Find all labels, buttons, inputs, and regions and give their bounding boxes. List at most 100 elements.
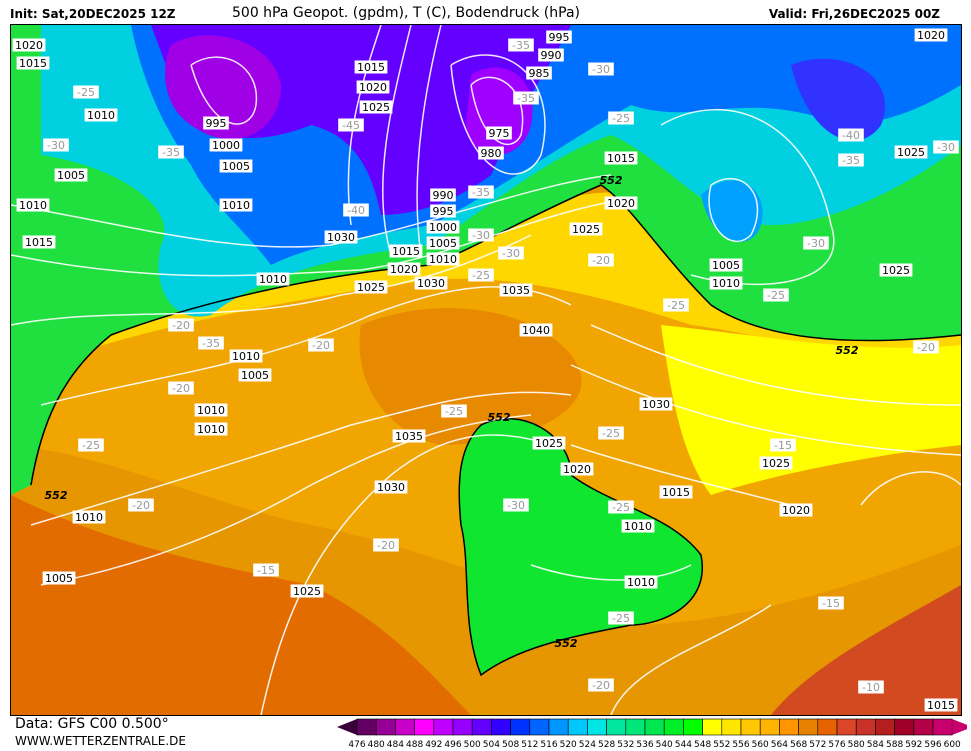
pressure-label-bg bbox=[532, 436, 566, 450]
pressure-label: 1015 bbox=[19, 57, 47, 70]
temperature-label: -30 bbox=[807, 237, 825, 250]
temperature-label-bg bbox=[913, 340, 939, 354]
temperature-label: -35 bbox=[512, 39, 530, 52]
pressure-label: 1025 bbox=[762, 457, 790, 470]
temperature-label-bg bbox=[468, 268, 494, 282]
temperature-label: -20 bbox=[172, 382, 190, 395]
pressure-label-bg bbox=[709, 276, 743, 290]
temperature-label: -20 bbox=[592, 254, 610, 267]
temperature-label: -20 bbox=[377, 539, 395, 552]
pressure-label-bg bbox=[42, 571, 76, 585]
pressure-label: 1010 bbox=[259, 273, 287, 286]
pressure-label-bg bbox=[392, 429, 426, 443]
colorbar-swatch bbox=[683, 718, 703, 736]
isobars bbox=[11, 25, 961, 715]
pressure-label-bg bbox=[914, 28, 948, 42]
pressure-label-bg bbox=[538, 48, 564, 62]
temperature-label-bg bbox=[503, 498, 529, 512]
pressure-label: 1020 bbox=[390, 263, 418, 276]
temperature-label-bg bbox=[78, 438, 104, 452]
colorbar-swatch bbox=[913, 718, 934, 736]
pressure-label-bg bbox=[759, 456, 793, 470]
colorbar-tick-label: 580 bbox=[848, 740, 865, 750]
temperature-label: -40 bbox=[347, 204, 365, 217]
temperature-label: -35 bbox=[202, 337, 220, 350]
colorbar-tick-label: 584 bbox=[867, 740, 884, 750]
pressure-label-bg bbox=[604, 151, 638, 165]
colorbar-tick-label: 496 bbox=[444, 740, 461, 750]
colorbar-swatch bbox=[759, 718, 780, 736]
colorbar-tick-label: 476 bbox=[348, 740, 365, 750]
temperature-label-bg bbox=[43, 138, 69, 152]
temperature-label-bg bbox=[933, 140, 959, 154]
temperature-label-bg bbox=[608, 111, 634, 125]
colorbar-tick-label: 488 bbox=[406, 740, 423, 750]
contour-552-label: 552 bbox=[836, 344, 859, 357]
temperature-label-bg bbox=[588, 62, 614, 76]
init-time: Init: Sat,20DEC2025 12Z bbox=[10, 7, 176, 21]
colorbar-tick-label: 548 bbox=[694, 740, 711, 750]
colorbar-swatch bbox=[452, 718, 473, 736]
website: WWW.WETTERZENTRALE.DE bbox=[15, 734, 186, 748]
colorbar-tick-label: 500 bbox=[464, 740, 481, 750]
temperature-label-bg bbox=[588, 253, 614, 267]
pressure-label: 1030 bbox=[642, 398, 670, 411]
pressure-label: 1020 bbox=[917, 29, 945, 42]
colorbar-tick-label: 556 bbox=[732, 740, 749, 750]
pressure-label-bg bbox=[387, 262, 421, 276]
temperature-label-bg bbox=[663, 298, 689, 312]
contour-552-label: 552 bbox=[488, 411, 511, 424]
colorbar-tick-label: 512 bbox=[521, 740, 538, 750]
temperature-label-bg bbox=[588, 678, 614, 692]
data-source: Data: GFS C00 0.500° bbox=[15, 716, 169, 732]
temperature-label-bg bbox=[598, 426, 624, 440]
pressure-label-bg bbox=[499, 283, 533, 297]
colorbar-tick-label: 484 bbox=[387, 740, 404, 750]
colorbar-swatch bbox=[529, 718, 550, 736]
valid-time: Valid: Fri,26DEC2025 00Z bbox=[768, 7, 940, 21]
pressure-label: 1020 bbox=[782, 504, 810, 517]
colorbar-tick-label: 540 bbox=[656, 740, 673, 750]
pressure-label: 1010 bbox=[232, 350, 260, 363]
temperature-label: -20 bbox=[312, 339, 330, 352]
temperature-label-bg bbox=[818, 596, 844, 610]
pressure-label: 1020 bbox=[607, 197, 635, 210]
colorbar-tick-label: 516 bbox=[540, 740, 557, 750]
pressure-label-bg bbox=[894, 145, 928, 159]
pressure-label: 1010 bbox=[19, 199, 47, 212]
temperature-label: -20 bbox=[132, 499, 150, 512]
pressure-label-bg bbox=[238, 368, 272, 382]
pressure-label-bg bbox=[229, 349, 263, 363]
pressure-label-bg bbox=[290, 584, 324, 598]
temperature-label-bg bbox=[168, 318, 194, 332]
pressure-label: 1005 bbox=[712, 259, 740, 272]
pressure-label-bg bbox=[560, 462, 594, 476]
colorbar-swatch bbox=[875, 718, 895, 736]
pressure-label: 995 bbox=[433, 205, 454, 218]
colorbar-swatch bbox=[740, 718, 761, 736]
temperature-label: -10 bbox=[862, 681, 880, 694]
colorbar-tick-label: 528 bbox=[598, 740, 615, 750]
region-red-southeast bbox=[771, 585, 961, 715]
temperature-label-bg bbox=[308, 338, 334, 352]
temperature-label-bg bbox=[608, 611, 634, 625]
temperature-label-bg bbox=[373, 538, 399, 552]
colorbar-swatch bbox=[625, 718, 646, 736]
map-title: 500 hPa Geopot. (gpdm), T (C), Bodendruc… bbox=[232, 5, 580, 21]
temperature-label-bg bbox=[168, 381, 194, 395]
pressure-label-bg bbox=[526, 66, 552, 80]
colorbar-tick-label: 536 bbox=[636, 740, 653, 750]
pressure-label-bg bbox=[12, 38, 46, 52]
temperature-label: -35 bbox=[162, 146, 180, 159]
temperature-label: -25 bbox=[667, 299, 685, 312]
temperature-label: -25 bbox=[612, 112, 630, 125]
pressure-label: 1025 bbox=[572, 223, 600, 236]
colorbar-swatch bbox=[471, 718, 492, 736]
pressure-label-bg bbox=[478, 146, 504, 160]
pressure-label: 1025 bbox=[362, 101, 390, 114]
pressure-label-bg bbox=[604, 196, 638, 210]
colorbar-tick-label: 564 bbox=[771, 740, 788, 750]
pressure-label: 1015 bbox=[25, 236, 53, 249]
colorbar-tick-label: 572 bbox=[809, 740, 826, 750]
temperature-label: -25 bbox=[612, 612, 630, 625]
